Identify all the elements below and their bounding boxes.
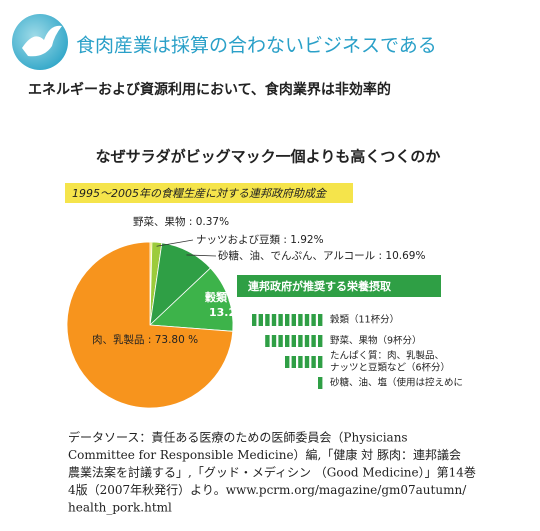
serving-bar bbox=[252, 314, 323, 326]
serving-block bbox=[291, 335, 296, 347]
serving-label: 砂糖、油、塩（使用は控えめに bbox=[330, 377, 463, 389]
serving-block bbox=[291, 314, 296, 326]
banner bbox=[237, 275, 441, 297]
source-line: データソース：責任ある医療のための医師委員会（Physicians bbox=[68, 430, 408, 445]
slice-label: 肉、乳製品 : 73.80 % bbox=[92, 333, 198, 346]
serving-block bbox=[271, 314, 277, 326]
serving-bar bbox=[265, 335, 323, 347]
serving-bar bbox=[318, 377, 323, 389]
page-title: 食肉産業は採算の合わないビジネスである bbox=[76, 35, 437, 57]
serving-label: 野菜、果物（9杯分） bbox=[330, 335, 422, 347]
slice-label: ナッツおよび豆類 : 1.92% bbox=[196, 234, 324, 246]
serving-block bbox=[291, 356, 296, 368]
slice-label: 穀類： bbox=[205, 290, 238, 304]
source-line: Committee for Responsible Medicine）編,「健康… bbox=[68, 447, 461, 462]
serving-block bbox=[318, 356, 323, 368]
serving-block bbox=[252, 314, 257, 326]
serving-block bbox=[265, 335, 270, 347]
slice-label: 13.23% bbox=[209, 306, 255, 319]
serving-block bbox=[285, 314, 290, 326]
pie-slice bbox=[149, 267, 234, 332]
chart-subtitle: 1995～2005年の食糧生産に対する連邦政府助成金 bbox=[72, 187, 328, 200]
serving-block bbox=[311, 356, 316, 368]
source-line: 4版（2007年秋発行）より。www.pcrm.org/magazine/gm0… bbox=[68, 483, 467, 497]
serving-block bbox=[318, 314, 323, 326]
serving-label: 穀類（11杯分） bbox=[330, 314, 399, 326]
serving-block bbox=[285, 356, 290, 368]
pie-slice bbox=[66, 241, 234, 409]
source-line: health_pork.html bbox=[68, 501, 172, 515]
slice-label: 砂糖、油、でんぷん、アルコール : 10.69% bbox=[218, 249, 425, 262]
serving-block bbox=[311, 335, 316, 347]
chart-title: なぜサラダがビッグマック一個よりも高くつくのか bbox=[96, 148, 441, 166]
serving-block bbox=[298, 335, 303, 347]
serving-block bbox=[258, 314, 263, 326]
serving-block bbox=[304, 314, 310, 326]
source-line: 農業法案を討議する」,「グッド・メディシン （Good Medicine）」第1… bbox=[68, 465, 476, 480]
leader-line bbox=[156, 239, 194, 247]
serving-block bbox=[271, 335, 277, 347]
slice-label: 野菜、果物 : 0.37% bbox=[133, 215, 229, 228]
serving-block bbox=[265, 314, 270, 326]
serving-block bbox=[311, 314, 316, 326]
subtitle: エネルギーおよび資源利用において、食肉業界は非効率的 bbox=[28, 81, 391, 98]
serving-block bbox=[278, 335, 283, 347]
leader-line bbox=[186, 254, 217, 257]
serving-block bbox=[304, 335, 310, 347]
serving-block bbox=[318, 377, 323, 389]
serving-block bbox=[298, 356, 303, 368]
serving-bar bbox=[285, 356, 323, 368]
serving-block bbox=[304, 356, 310, 368]
serving-label: ナッツと豆類など（6杯分） bbox=[330, 362, 450, 374]
recommend-title: 連邦政府が推奨する栄養摂取 bbox=[248, 279, 391, 293]
serving-label: たんぱく質：肉、乳製品、 bbox=[330, 350, 444, 362]
banner bbox=[65, 183, 353, 203]
serving-block bbox=[278, 314, 283, 326]
serving-block bbox=[318, 335, 323, 347]
serving-block bbox=[285, 335, 290, 347]
serving-block bbox=[298, 314, 303, 326]
dove bbox=[22, 25, 62, 57]
